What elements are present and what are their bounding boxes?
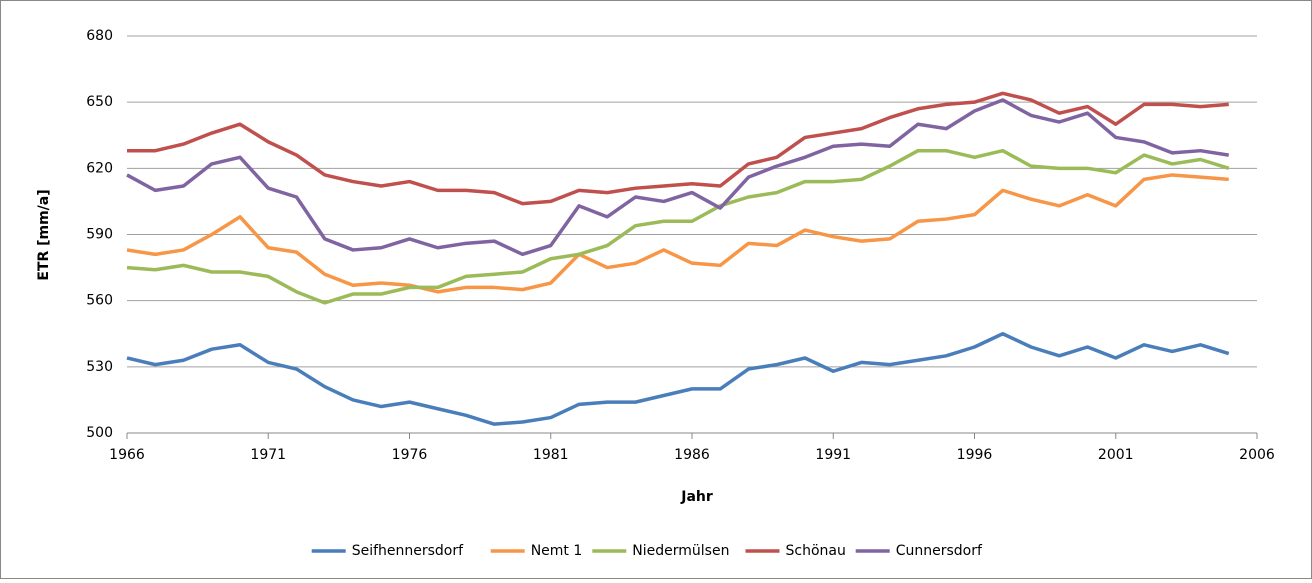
y-axis-label: ETR [mm/a] [36,189,52,280]
x-tick-label: 2006 [1239,447,1275,463]
x-tick-label: 2001 [1098,447,1134,463]
x-tick-label: 1986 [674,447,710,463]
x-tick-label: 1991 [815,447,851,463]
y-tick-label: 650 [86,94,113,110]
x-tick-label: 1996 [957,447,993,463]
y-tick-label: 530 [86,359,113,375]
x-axis-label: Jahr [680,489,713,505]
legend-label: Nemt 1 [531,543,583,559]
x-tick-label: 1976 [392,447,428,463]
series-line [126,98,1230,257]
y-tick-label: 500 [86,425,113,441]
series-line [127,91,1229,206]
legend-label: Niedermülsen [632,543,729,559]
x-tick-label: 1981 [533,447,569,463]
legend-label: Seifhennersdorf [352,543,464,559]
series-line [126,332,1230,426]
legend-label: Cunnersdorf [896,543,983,559]
y-tick-label: 680 [86,28,113,44]
x-tick-label: 1971 [250,447,286,463]
y-tick-label: 620 [86,160,113,176]
y-tick-label: 560 [86,293,113,309]
series-line [126,173,1229,294]
series-line [126,148,1230,305]
x-tick-label: 1966 [109,447,145,463]
legend-label: Schönau [786,543,846,559]
y-tick-label: 590 [86,227,113,243]
